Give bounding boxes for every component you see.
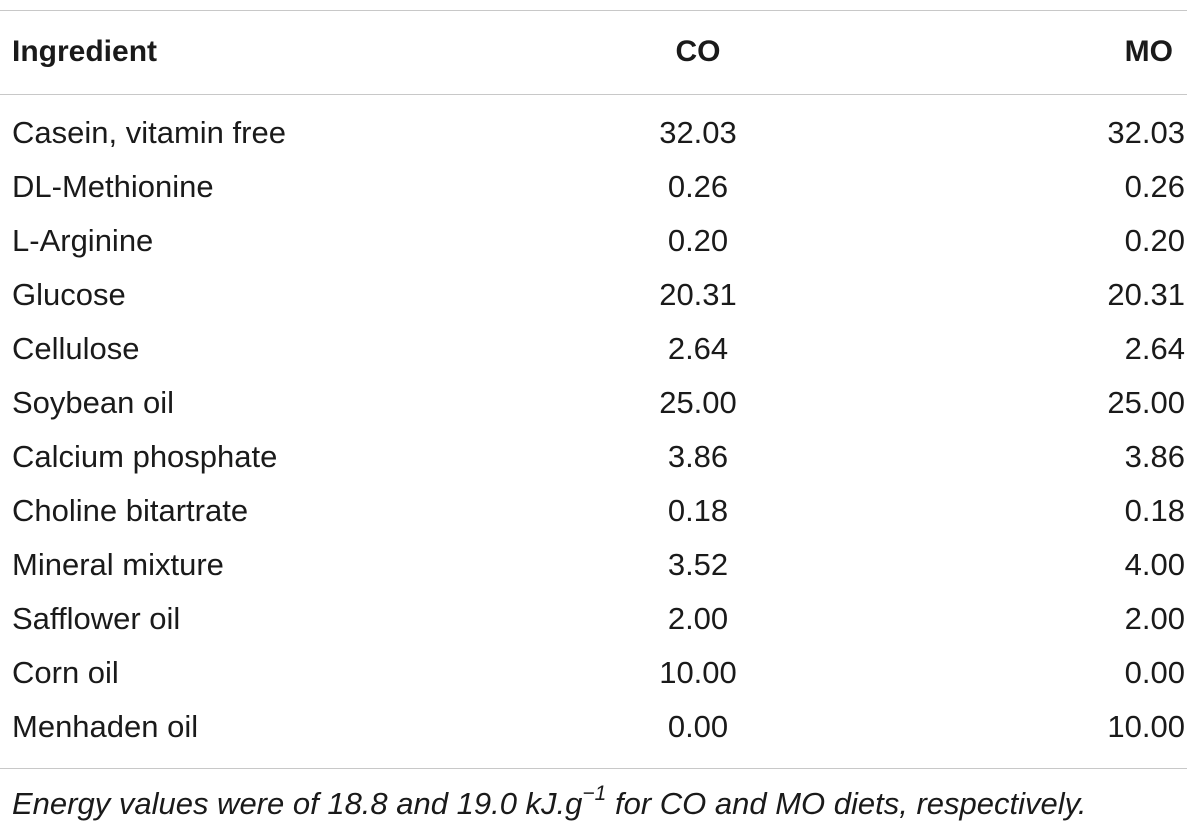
ingredient-cell: Safflower oil [12,601,181,636]
table-row: Safflower oil 2.00 2.00 [0,592,1187,646]
co-value-cell: 25.00 [659,385,737,420]
ingredient-cell: Corn oil [12,655,119,690]
mo-value-cell: 4.00 [1124,547,1185,582]
ingredient-cell: Calcium phosphate [12,439,278,474]
table-row: Glucose 20.31 20.31 [0,268,1187,322]
ingredient-cell: Choline bitartrate [12,493,249,528]
mo-value-cell: 32.03 [1107,115,1185,150]
ingredient-cell: Glucose [12,277,126,312]
table-row: Menhaden oil 0.00 10.00 [0,700,1187,754]
footnote-text: Energy values were of 18.8 and 19.0 kJ.g [12,786,583,821]
co-value-cell: 0.20 [667,223,729,258]
mo-value-cell: 0.18 [1124,493,1185,528]
ingredient-cell: Soybean oil [12,385,175,420]
ingredient-cell: Cellulose [12,331,140,366]
footnote-text-end: for CO and MO diets, respectively. [606,786,1087,821]
header-co: CO [675,35,721,68]
mo-value-cell: 3.86 [1124,439,1185,474]
table-row: Cellulose 2.64 2.64 [0,322,1187,376]
ingredient-cell: Casein, vitamin free [12,115,286,150]
co-value-cell: 3.52 [667,547,729,582]
mo-value-cell: 0.26 [1124,169,1185,204]
mo-value-cell: 0.00 [1124,655,1185,690]
header-mo: MO [1124,35,1173,68]
table-header-rule [0,94,1187,95]
table-row: Soybean oil 25.00 25.00 [0,376,1187,430]
ingredient-cell: Mineral mixture [12,547,224,582]
co-value-cell: 0.00 [667,709,729,744]
footnote-superscript: −1 [582,782,607,805]
table-row: Mineral mixture 3.52 4.00 [0,538,1187,592]
table-row: Choline bitartrate 0.18 0.18 [0,484,1187,538]
table-row: DL-Methionine 0.26 0.26 [0,160,1187,214]
ingredient-cell: Menhaden oil [12,709,199,744]
mo-value-cell: 10.00 [1107,709,1185,744]
header-ingredient: Ingredient [12,35,158,68]
ingredient-cell: L-Arginine [12,223,154,258]
table-footer-rule [0,768,1187,769]
co-value-cell: 0.26 [667,169,729,204]
mo-value-cell: 25.00 [1107,385,1185,420]
co-value-cell: 2.00 [667,601,729,636]
table-row: Calcium phosphate 3.86 3.86 [0,430,1187,484]
co-value-cell: 2.64 [667,331,729,366]
mo-value-cell: 2.00 [1124,601,1185,636]
table-footnote: Energy values were of 18.8 and 19.0 kJ.g… [12,783,1087,822]
table-header-row: Ingredient CO MO [0,24,1187,80]
table-row: Corn oil 10.00 0.00 [0,646,1187,700]
table-top-rule [0,10,1187,11]
ingredient-cell: DL-Methionine [12,169,214,204]
table-row: L-Arginine 0.20 0.20 [0,214,1187,268]
mo-value-cell: 2.64 [1124,331,1185,366]
co-value-cell: 3.86 [667,439,729,474]
mo-value-cell: 0.20 [1124,223,1185,258]
mo-value-cell: 20.31 [1107,277,1185,312]
co-value-cell: 20.31 [659,277,737,312]
co-value-cell: 10.00 [659,655,737,690]
co-value-cell: 32.03 [659,115,737,150]
ingredients-table: Ingredient CO MO Casein, vitamin free 32… [0,24,1187,754]
table-row: Casein, vitamin free 32.03 32.03 [0,80,1187,160]
co-value-cell: 0.18 [667,493,729,528]
